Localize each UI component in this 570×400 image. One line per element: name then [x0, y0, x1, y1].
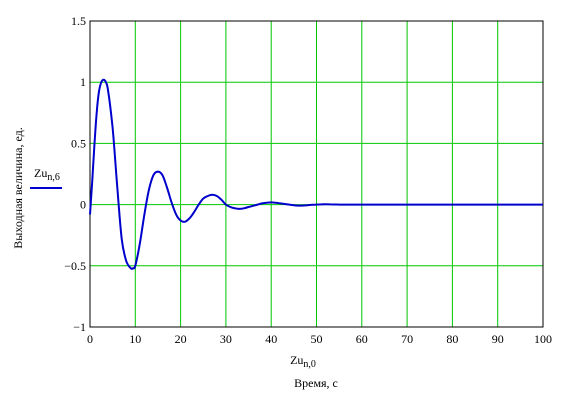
legend-var: Zu — [34, 166, 47, 180]
x-tick-label: 70 — [401, 332, 413, 346]
x-axis-var: Zu — [290, 353, 303, 367]
legend: Zun,6 — [30, 166, 62, 189]
x-tick-label: 40 — [265, 332, 277, 346]
x-tick-label: 60 — [356, 332, 368, 346]
x-axis-var-label: Zun,0 — [290, 353, 316, 370]
x-tick-label: 100 — [534, 332, 552, 346]
y-tick-label: 1.5 — [71, 14, 86, 28]
grid-lines — [89, 20, 544, 328]
series-line-zu-n6 — [89, 78, 544, 270]
x-tick-label: 50 — [311, 332, 323, 346]
y-tick-label: −0.5 — [64, 259, 86, 273]
plot-area-frame — [89, 20, 544, 328]
x-tick-label: 30 — [220, 332, 232, 346]
y-tick-labels: 1.5 1 0.5 0 −0.5 −1 — [64, 14, 86, 334]
x-tick-label: 10 — [129, 332, 141, 346]
x-tick-labels: 0 10 20 30 40 50 60 70 80 90 100 — [87, 332, 552, 346]
x-tick-label: 90 — [492, 332, 504, 346]
x-tick-label: 20 — [175, 332, 187, 346]
x-axis-label: Время, с — [294, 376, 338, 390]
legend-subscript: n,6 — [47, 172, 60, 183]
legend-label: Zun,6 — [34, 166, 60, 183]
y-tick-label: −1 — [73, 320, 86, 334]
x-axis-subscript: n,0 — [303, 359, 316, 370]
y-tick-label: 0.5 — [71, 136, 86, 150]
y-tick-label: 1 — [80, 75, 86, 89]
y-tick-label: 0 — [80, 198, 86, 212]
y-axis-label: Выходная величина, ед. — [11, 127, 25, 248]
x-tick-label: 0 — [87, 332, 93, 346]
x-tick-label: 80 — [446, 332, 458, 346]
